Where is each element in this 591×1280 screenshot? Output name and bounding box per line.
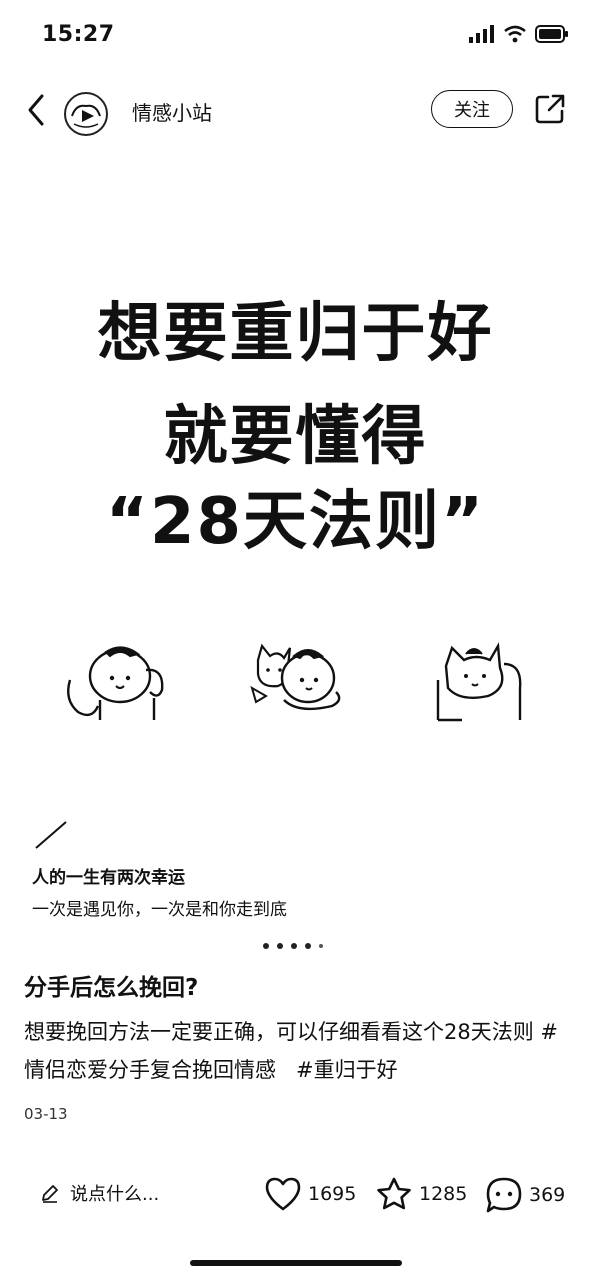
carousel-dot[interactable] — [277, 943, 283, 949]
back-icon[interactable] — [22, 92, 52, 128]
home-indicator[interactable] — [190, 1260, 402, 1266]
post-body-text: 想要挽回方法一定要正确，可以仔细看看这个28天法则 — [24, 1020, 534, 1044]
comment-input[interactable]: 说点什么... — [40, 1180, 159, 1206]
carousel-indicator[interactable] — [263, 943, 323, 949]
wifi-icon — [504, 25, 526, 43]
post-date: 03-13 — [24, 1105, 68, 1123]
puppy-doodle-icon — [67, 646, 164, 720]
heart-icon — [265, 1177, 301, 1211]
comment-button[interactable]: 369 — [485, 1176, 565, 1214]
puppy-cat-doodle-icon — [250, 643, 341, 711]
star-icon — [377, 1177, 411, 1210]
comment-count: 369 — [529, 1184, 566, 1206]
avatar-image-icon — [71, 104, 101, 128]
carousel-dot[interactable] — [305, 943, 311, 949]
carousel-dot[interactable] — [263, 943, 269, 949]
like-count: 1695 — [308, 1183, 357, 1205]
favorite-count: 1285 — [419, 1183, 468, 1205]
headline-line-2: 就要懂得 — [163, 400, 428, 474]
battery-icon — [535, 25, 568, 43]
status-icons — [469, 25, 569, 43]
follow-button[interactable]: 关注 — [431, 90, 513, 128]
edit-icon — [42, 1185, 58, 1203]
comment-placeholder: 说点什么... — [70, 1184, 160, 1205]
status-time: 15:27 — [42, 22, 115, 47]
slash-decoration-icon — [35, 821, 67, 849]
carousel-dot[interactable] — [319, 944, 323, 948]
cover-quote-line-2: 一次是遇见你，一次是和你走到底 — [32, 900, 287, 920]
signal-icon — [469, 25, 494, 43]
carousel-dot[interactable] — [291, 943, 297, 949]
post-tag[interactable]: #情侣恋爱分手复合挽回情感 — [24, 1020, 559, 1082]
cat-doodle-icon — [436, 642, 522, 722]
avatar[interactable] — [64, 92, 108, 136]
cover-quote-line-1: 人的一生有两次幸运 — [32, 868, 185, 888]
headline-line-3: “28天法则” — [105, 485, 486, 559]
post-body: 想要挽回方法一定要正确，可以仔细看看这个28天法则 #情侣恋爱分手复合挽回情感 … — [24, 1013, 569, 1089]
headline-line-1: 想要重归于好 — [97, 297, 494, 371]
share-icon[interactable] — [534, 93, 566, 125]
post-title: 分手后怎么挽回? — [24, 975, 199, 1001]
like-button[interactable]: 1695 — [264, 1176, 356, 1212]
comment-icon — [486, 1177, 522, 1213]
favorite-button[interactable]: 1285 — [375, 1176, 467, 1212]
post-tag[interactable]: #重归于好 — [296, 1058, 398, 1082]
author-name[interactable]: 情感小站 — [132, 101, 212, 125]
